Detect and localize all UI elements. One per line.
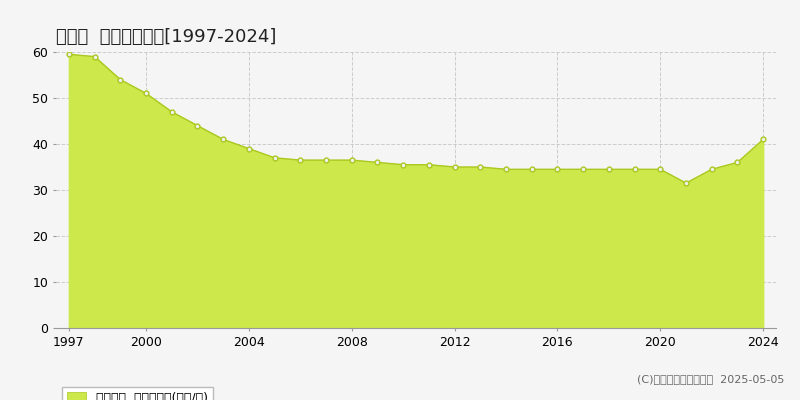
Text: 寒川町  基準地価推移[1997-2024]: 寒川町 基準地価推移[1997-2024] <box>56 28 276 46</box>
Legend: 基準地価  平均坊単価(万円/坊): 基準地価 平均坊単価(万円/坊) <box>62 387 213 400</box>
Text: (C)土地価格ドットコム  2025-05-05: (C)土地価格ドットコム 2025-05-05 <box>637 374 784 384</box>
